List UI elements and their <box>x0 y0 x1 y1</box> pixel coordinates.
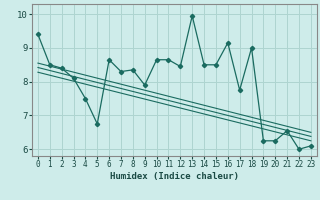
X-axis label: Humidex (Indice chaleur): Humidex (Indice chaleur) <box>110 172 239 181</box>
